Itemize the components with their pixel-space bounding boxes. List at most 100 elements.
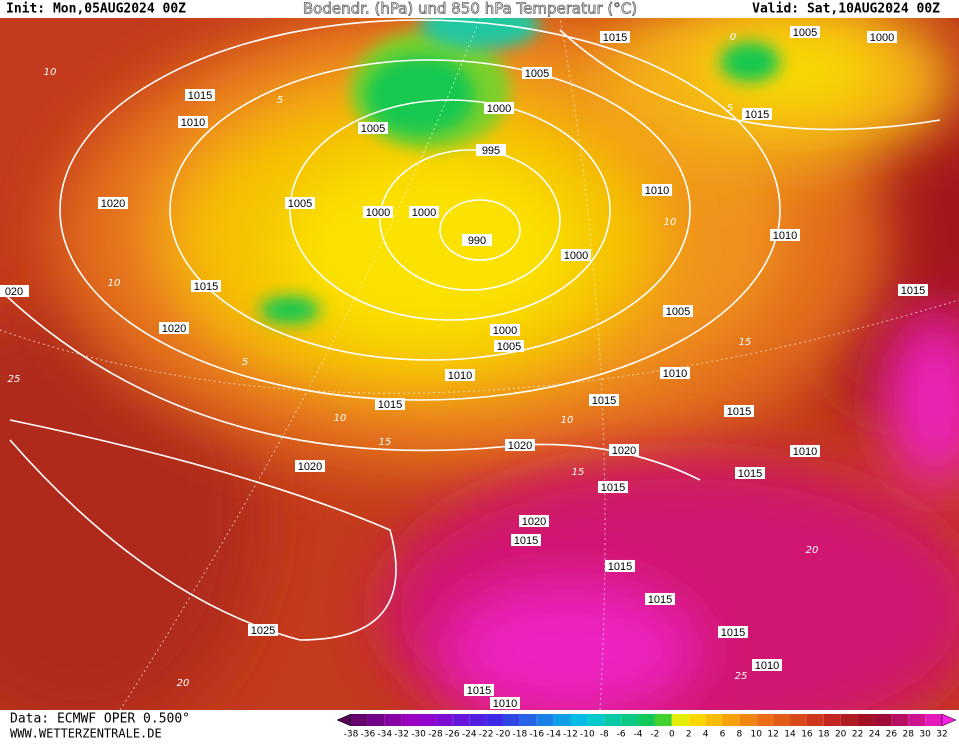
scale-label: -16 — [529, 730, 544, 740]
scale-swatch — [688, 714, 706, 726]
label-box — [464, 684, 494, 696]
scale-swatch — [570, 714, 588, 726]
scale-swatch — [519, 714, 537, 726]
isobar-value: 1005 — [666, 306, 690, 318]
isobar-label: 1015 — [511, 534, 541, 547]
isobar-value: 1015 — [603, 32, 627, 44]
scale-swatch — [469, 714, 487, 726]
isobar-label: 020 — [0, 285, 29, 298]
label-box — [490, 324, 520, 336]
scale-swatch — [384, 714, 402, 726]
label-box — [505, 439, 535, 451]
label-box — [790, 26, 820, 38]
scale-swatch — [418, 714, 436, 726]
scale-swatch — [587, 714, 605, 726]
scale-swatch — [722, 714, 740, 726]
isobar-value: 1015 — [467, 685, 491, 697]
isobar-label: 1000 — [409, 206, 439, 219]
isobar-label: 1005 — [494, 340, 524, 353]
scale-swatch — [705, 714, 723, 726]
label-box — [609, 444, 639, 456]
temperature-label: 10 — [664, 217, 677, 228]
label-box — [867, 31, 897, 43]
scale-swatch — [452, 714, 470, 726]
isobar-value: 1015 — [727, 406, 751, 418]
scale-label: 26 — [886, 730, 898, 740]
isobar-label: 1015 — [375, 398, 405, 411]
scale-label: -22 — [479, 730, 494, 740]
isobar-label: 1005 — [285, 197, 315, 210]
isobar-value: 1010 — [663, 368, 687, 380]
scale-label: 10 — [751, 730, 763, 740]
scale-label: -18 — [513, 730, 528, 740]
scale-label: 32 — [936, 730, 947, 740]
isobar-value: 1020 — [612, 445, 636, 457]
isobar-label: 1005 — [522, 67, 552, 80]
scale-label: -12 — [563, 730, 578, 740]
isobar-label: 990 — [462, 234, 492, 247]
scale-swatch — [553, 714, 571, 726]
scale-swatch — [486, 714, 503, 726]
isobar-value: 1015 — [188, 90, 212, 102]
isobar-label: 1020 — [295, 460, 325, 473]
temperature-label: 5 — [277, 95, 283, 106]
isobar-value: 1010 — [755, 660, 779, 672]
isobar-value: 995 — [482, 145, 500, 157]
isobar-value: 1020 — [101, 198, 125, 210]
scale-swatch — [874, 714, 892, 726]
isobar-label: 1000 — [363, 206, 393, 219]
scale-label: 18 — [818, 730, 830, 740]
scale-swatch — [435, 714, 453, 726]
scale-label: -6 — [617, 730, 626, 740]
scale-swatch — [806, 714, 824, 726]
label-box — [0, 285, 29, 297]
isobar-label: 1020 — [519, 515, 549, 528]
label-box — [484, 102, 514, 114]
temperature-label: 10 — [44, 67, 57, 78]
scale-swatch — [891, 714, 909, 726]
scale-label: 24 — [869, 730, 881, 740]
scale-end — [941, 713, 957, 727]
isobar-value: 1015 — [648, 594, 672, 606]
label-box — [752, 659, 782, 671]
isobar-value: 1000 — [366, 207, 390, 219]
isobar-value: 1015 — [901, 285, 925, 297]
label-box — [462, 234, 492, 246]
isobar-value: 1000 — [493, 325, 517, 337]
temperature-label: 25 — [8, 374, 21, 385]
isobar-label: 1010 — [642, 184, 672, 197]
valid-time: Valid: Sat,10AUG2024 00Z — [752, 2, 940, 17]
label-box — [445, 369, 475, 381]
temperature-label: 15 — [379, 437, 392, 448]
isobar-label: 1000 — [490, 324, 520, 337]
scale-label: -4 — [634, 730, 643, 740]
temperature-label: 15 — [739, 337, 752, 348]
init-time: Init: Mon,05AUG2024 00Z — [6, 2, 186, 17]
label-box — [660, 367, 690, 379]
scale-label: -34 — [377, 730, 392, 740]
isobar-value: 1010 — [773, 230, 797, 242]
isobar-value: 1020 — [508, 440, 532, 452]
isobar-label: 1015 — [589, 394, 619, 407]
scale-swatch — [671, 714, 689, 726]
label-box — [735, 467, 765, 479]
isobar-label: 1015 — [191, 280, 221, 293]
scale-label: -8 — [600, 730, 609, 740]
scale-swatch — [739, 714, 757, 726]
label-box — [178, 116, 208, 128]
label-box — [742, 108, 772, 120]
scale-label: -28 — [428, 730, 443, 740]
scale-label: 22 — [852, 730, 863, 740]
isobar-label: 1005 — [663, 305, 693, 318]
scale-label: 4 — [703, 730, 709, 740]
scale-label: 12 — [767, 730, 778, 740]
isobar-label: 1005 — [790, 26, 820, 39]
data-source: Data: ECMWF OPER 0.500° — [10, 712, 190, 727]
label-box — [561, 249, 591, 261]
label-box — [159, 322, 189, 334]
scale-label: 2 — [686, 730, 692, 740]
temperature-label: 20 — [177, 678, 190, 689]
temperature-label: 15 — [572, 467, 585, 478]
scale-swatch — [790, 714, 807, 726]
